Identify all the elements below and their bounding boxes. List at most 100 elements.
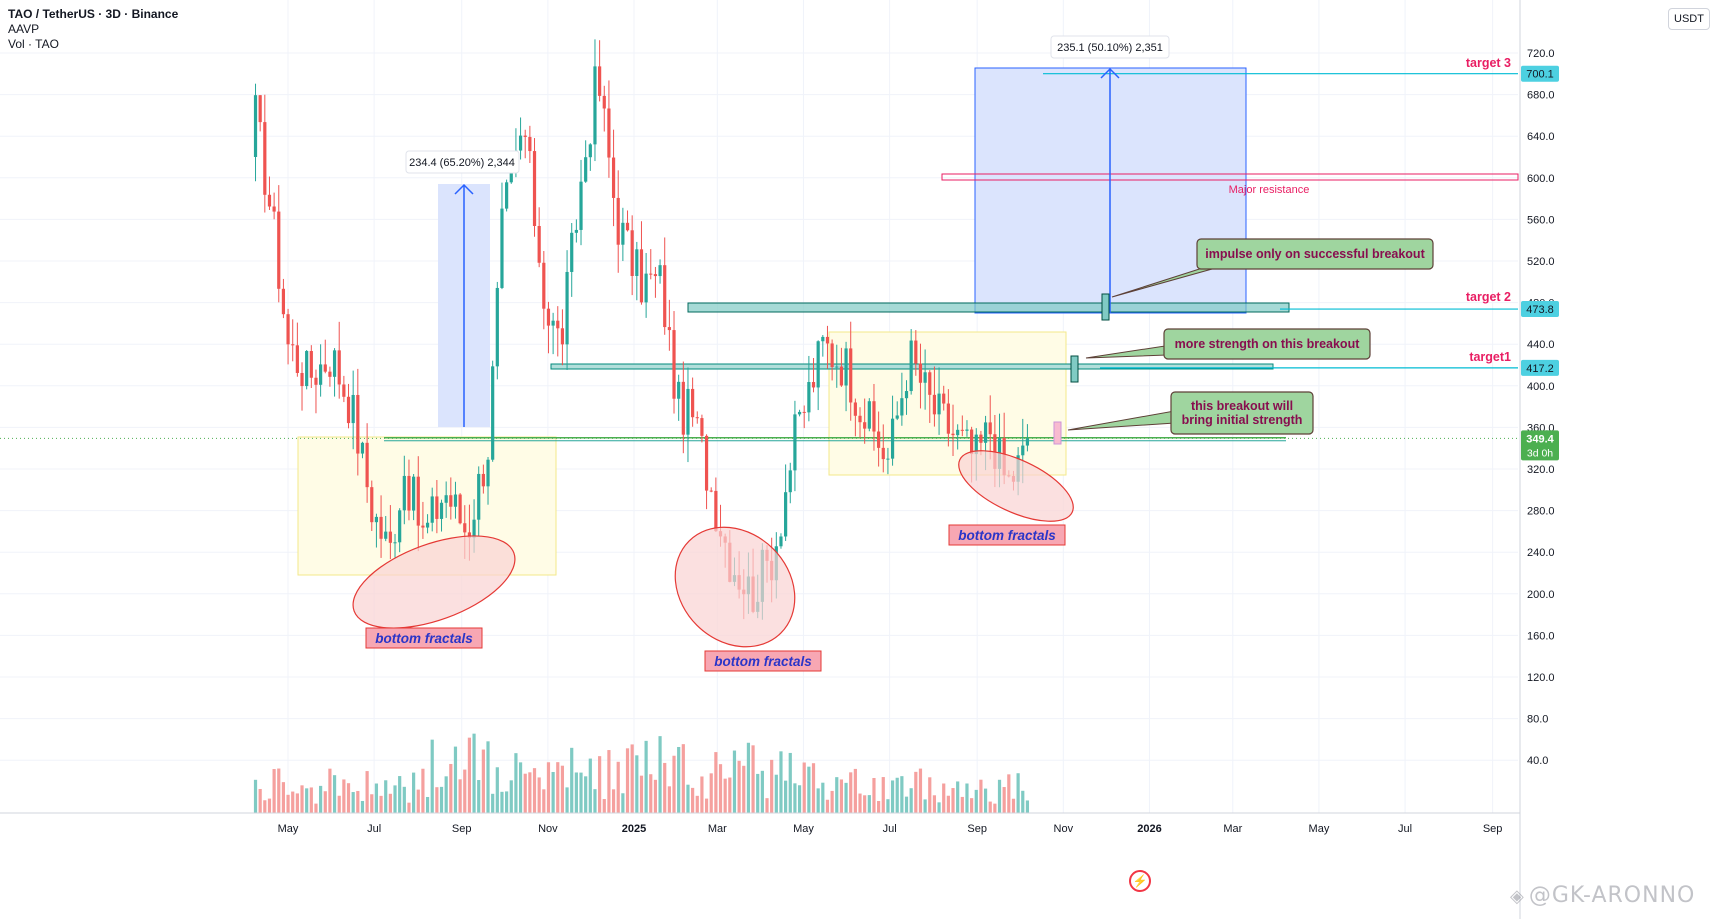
- volume-bar: [639, 775, 644, 813]
- volume-bar: [942, 783, 946, 813]
- candle-body: [951, 433, 955, 436]
- volume-bar: [402, 786, 406, 813]
- bottom-fractals-3-label-box: [948, 524, 1066, 546]
- candle-body: [398, 510, 402, 543]
- candle-body: [709, 490, 713, 492]
- volume-bar: [625, 748, 630, 813]
- volume-bar: [993, 803, 997, 813]
- volume-bar: [374, 783, 379, 813]
- volume-bar: [449, 763, 453, 813]
- candle-body: [532, 151, 537, 226]
- volume-bar: [658, 736, 662, 813]
- bottom-fractals-1-label-box: [365, 627, 483, 649]
- candle-body: [979, 434, 983, 443]
- candle-body: [356, 394, 360, 454]
- volume-bar: [937, 802, 941, 813]
- callout-initial-strength-text: bring initial strength: [1182, 413, 1303, 427]
- volume-bar: [965, 783, 969, 813]
- candle-body: [523, 135, 527, 137]
- lightning-icon[interactable]: ⚡: [1129, 870, 1151, 892]
- watermark-text: @GK-ARONNO: [1528, 883, 1696, 908]
- volume-bar: [681, 744, 685, 813]
- volume-bar: [379, 795, 383, 813]
- major-resistance-zone: [941, 173, 1519, 181]
- volume-bar: [649, 774, 653, 813]
- candle-body: [621, 222, 625, 245]
- time-tick-label: Nov: [538, 823, 558, 835]
- volume-bar: [974, 789, 978, 813]
- bottom-fractals-2-label: bottom fractals: [714, 654, 812, 669]
- volume-bar: [556, 762, 560, 813]
- candle-body: [965, 429, 969, 431]
- volume-bar: [1025, 800, 1030, 813]
- candle-body: [579, 181, 583, 230]
- time-tick-label: Jul: [367, 823, 381, 835]
- last-price-tag: 349.4: [1526, 433, 1554, 445]
- candle-body: [932, 394, 937, 415]
- candle-body: [291, 344, 295, 346]
- candle-body: [319, 364, 323, 385]
- volume-bar: [751, 745, 755, 813]
- price-tick-label: 720.0: [1527, 48, 1555, 60]
- candle-body: [607, 108, 611, 158]
- volume-bar: [1002, 787, 1006, 813]
- candlesticks: [253, 39, 1030, 620]
- last-price-tag-bg: [1521, 430, 1559, 461]
- candle-body: [704, 435, 709, 491]
- candle-body: [649, 273, 653, 275]
- volume-bar: [663, 762, 667, 813]
- volume-bar: [732, 750, 737, 813]
- volume-bar: [584, 776, 588, 813]
- candle-body: [300, 372, 304, 387]
- candle-body: [1025, 438, 1030, 446]
- candle-body: [560, 328, 565, 345]
- measure-label-box-2: [1050, 35, 1170, 59]
- volume-bar: [1021, 790, 1025, 813]
- measure-arrowhead-1: [454, 183, 474, 195]
- target2-zone: [687, 302, 1290, 313]
- volume-bar: [588, 758, 592, 813]
- volume-bar: [1011, 798, 1016, 813]
- volume-bar: [704, 798, 709, 813]
- candle-body: [486, 459, 490, 487]
- candle-body: [611, 157, 616, 198]
- volume-bar: [453, 746, 458, 813]
- candle-body: [537, 225, 541, 263]
- volume-bar: [328, 768, 332, 813]
- candle-body: [630, 230, 634, 276]
- target3-label: target 3: [1466, 56, 1511, 70]
- volume-bar: [477, 780, 481, 813]
- candle-body: [849, 348, 853, 403]
- candle-body: [616, 197, 620, 245]
- candle-body: [802, 411, 806, 413]
- volume-bar: [932, 795, 937, 813]
- volume-bar: [337, 795, 341, 813]
- bottom-fractals-3-label: bottom fractals: [958, 528, 1056, 543]
- measure-arrowhead-2: [1100, 67, 1120, 79]
- candle-body: [658, 265, 662, 277]
- volume-bar: [570, 747, 574, 813]
- candle-body: [923, 372, 927, 383]
- candle-body: [839, 366, 844, 386]
- target1-price-tag: 417.2: [1526, 363, 1554, 375]
- volume-bar: [560, 765, 565, 813]
- volume-bar: [267, 798, 272, 813]
- volume-bar: [918, 768, 923, 813]
- candle-body: [267, 194, 272, 207]
- volume-bar: [439, 786, 444, 813]
- currency-unit-button[interactable]: USDT: [1668, 8, 1710, 30]
- volume-bar: [825, 799, 830, 813]
- candle-body: [1021, 445, 1025, 456]
- callout-more-strength-text: more strength on this breakout: [1175, 337, 1361, 351]
- candle-body: [890, 418, 895, 459]
- candle-body: [988, 422, 992, 435]
- volume-bar: [788, 752, 792, 813]
- volume-bar: [542, 789, 546, 813]
- volume-bar: [895, 777, 899, 813]
- candle-body: [346, 396, 351, 424]
- candle-body: [904, 391, 909, 399]
- candle-body: [797, 411, 802, 415]
- volume-bar: [537, 777, 541, 813]
- volume-bar: [579, 772, 583, 813]
